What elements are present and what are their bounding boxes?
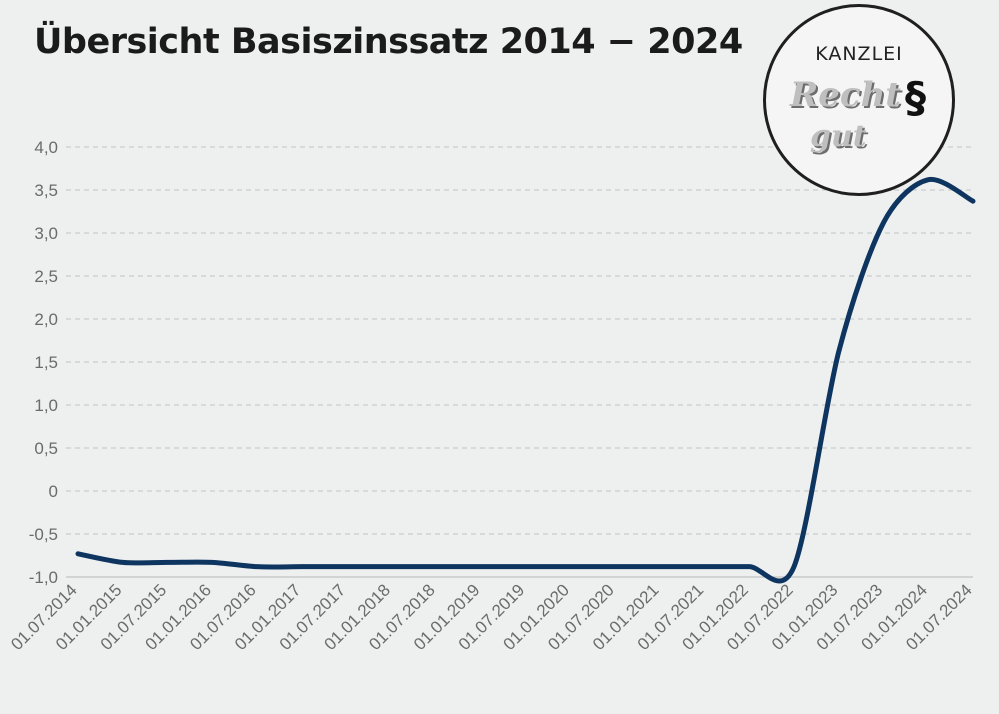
series-line: [75, 177, 976, 584]
y-tick-label: 4,0: [34, 138, 58, 157]
logo-top-text: KANZLEI: [815, 43, 903, 65]
y-tick-label: 1,5: [34, 353, 58, 372]
y-tick-label: 3,5: [34, 181, 58, 200]
y-axis-ticks: 4,0 3,5 3,0 2,5 2,0 1,5 1,0 0,5 0 -0,5 -1,0: [29, 138, 58, 587]
chart-title: Übersicht Basiszinssatz 2014 − 2024: [34, 22, 743, 62]
logo-word-gut: gut: [810, 119, 867, 154]
x-axis-ticks: 01.07.201401.01.201501.07.201501.01.2016…: [7, 580, 976, 654]
series-layer: [75, 177, 976, 584]
y-tick-label: 1,0: [34, 396, 58, 415]
grid-lines: [66, 146, 973, 535]
paragraph-icon: §: [905, 73, 926, 122]
logo-word-recht: Recht: [790, 75, 902, 115]
y-tick-label: 2,0: [34, 310, 58, 329]
y-tick-label: -0,5: [29, 525, 58, 544]
y-tick-label: 0: [49, 482, 58, 501]
y-tick-label: 3,0: [34, 224, 58, 243]
y-tick-label: 2,5: [34, 267, 58, 286]
kanzlei-logo: KANZLEI Recht gut §: [763, 4, 955, 196]
y-tick-label: -1,0: [29, 568, 58, 587]
y-tick-label: 0,5: [34, 439, 58, 458]
